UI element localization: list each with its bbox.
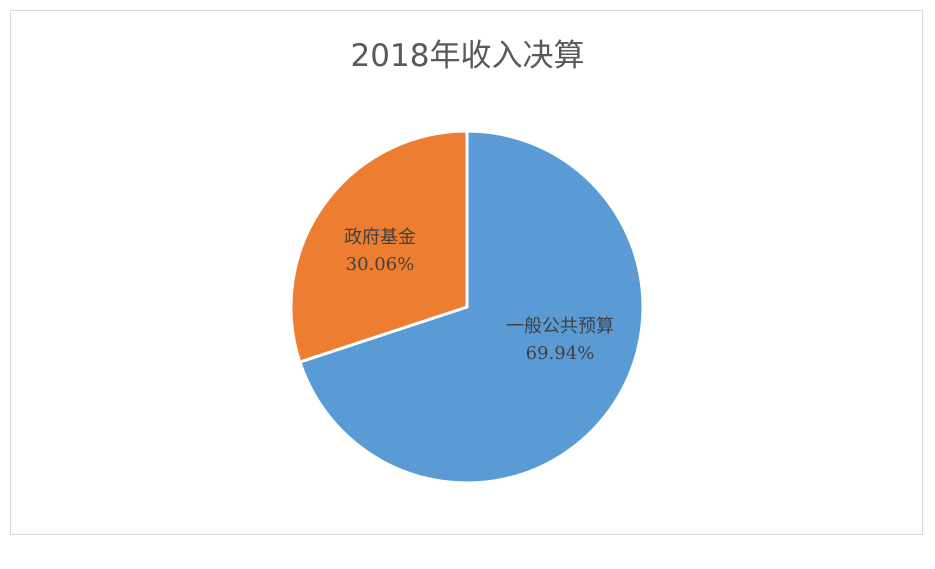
slice-label-name-1: 一般公共预算 — [506, 316, 614, 337]
pie-slice-2 — [289, 129, 469, 364]
slice-label-percent-1: 69.94% — [526, 343, 595, 364]
slice-label-percent-2: 30.06% — [346, 254, 415, 275]
pie-slice-1 — [298, 129, 645, 485]
slice-label-name-2: 政府基金 — [344, 227, 416, 248]
slices-layer — [289, 129, 645, 485]
labels-layer: 一般公共预算 69.94% 政府基金 30.06% — [344, 227, 614, 364]
chart-title: 2018年收入决算 — [350, 38, 585, 74]
